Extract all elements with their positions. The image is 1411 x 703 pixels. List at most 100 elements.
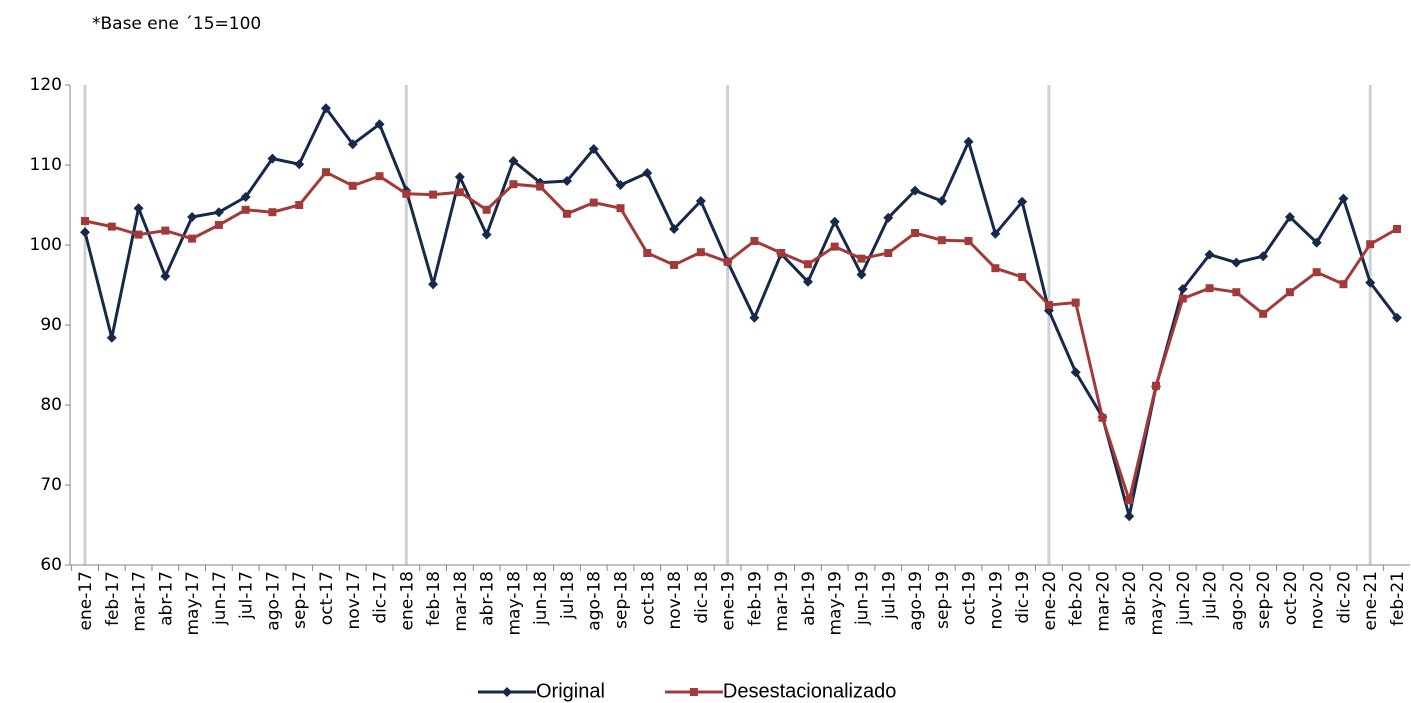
legend-item: Desestacionalizado bbox=[664, 680, 896, 702]
point bbox=[402, 189, 411, 198]
point bbox=[963, 136, 974, 147]
x-tick-label: abr-17 bbox=[156, 571, 176, 626]
legend-label: Desestacionalizado bbox=[723, 680, 896, 702]
x-tick-label: feb-18 bbox=[424, 571, 444, 626]
point bbox=[669, 224, 680, 234]
point bbox=[1312, 268, 1321, 277]
point bbox=[133, 203, 144, 214]
y-tick-label: 70 bbox=[40, 475, 62, 495]
point bbox=[1339, 280, 1348, 289]
point bbox=[1205, 284, 1214, 293]
point bbox=[161, 226, 170, 235]
point bbox=[374, 119, 385, 130]
point bbox=[321, 168, 330, 177]
x-tick-label: abr-19 bbox=[799, 571, 819, 626]
x-tick-label: may-19 bbox=[826, 571, 846, 636]
x-tick-label: jun-19 bbox=[852, 571, 872, 626]
point bbox=[777, 249, 786, 257]
point bbox=[588, 144, 599, 154]
point bbox=[1365, 277, 1376, 288]
point bbox=[1284, 212, 1295, 222]
x-tick-label: ene-18 bbox=[397, 571, 417, 630]
point bbox=[80, 227, 90, 238]
point bbox=[481, 229, 492, 240]
y-tick-label: 120 bbox=[30, 75, 62, 95]
x-tick-label: may-20 bbox=[1147, 571, 1167, 636]
point bbox=[643, 249, 652, 257]
x-tick-label: oct-18 bbox=[638, 571, 658, 625]
point bbox=[1177, 284, 1188, 294]
point bbox=[689, 688, 698, 696]
point bbox=[502, 687, 512, 697]
point bbox=[1231, 257, 1242, 268]
x-tick-label: nov-19 bbox=[986, 571, 1006, 630]
point bbox=[642, 168, 653, 178]
x-tick-label: jun-17 bbox=[210, 571, 230, 626]
x-tick-label: jul-17 bbox=[237, 571, 257, 620]
point bbox=[188, 234, 197, 243]
point bbox=[1125, 496, 1134, 505]
x-tick-label: jun-20 bbox=[1174, 571, 1194, 626]
point bbox=[615, 180, 626, 190]
point bbox=[1311, 237, 1322, 248]
x-tick-label: sep-20 bbox=[1254, 571, 1274, 629]
point bbox=[589, 198, 598, 207]
x-tick-label: abr-20 bbox=[1120, 571, 1140, 626]
point bbox=[375, 172, 384, 181]
y-tick-label: 60 bbox=[40, 555, 62, 575]
point bbox=[536, 182, 545, 191]
point bbox=[134, 230, 143, 239]
x-tick-label: ene-21 bbox=[1361, 571, 1381, 630]
y-tick-label: 90 bbox=[40, 315, 62, 335]
point bbox=[81, 217, 89, 225]
point bbox=[749, 312, 760, 323]
point bbox=[883, 212, 894, 223]
point bbox=[509, 180, 518, 189]
x-tick-label: oct-20 bbox=[1281, 571, 1301, 625]
x-tick-label: mar-18 bbox=[451, 571, 471, 632]
point bbox=[695, 196, 706, 206]
point bbox=[187, 212, 198, 222]
point bbox=[1259, 309, 1268, 318]
point bbox=[508, 156, 519, 166]
point bbox=[1017, 196, 1028, 207]
x-tick-label: sep-18 bbox=[612, 571, 632, 629]
point bbox=[1204, 249, 1215, 260]
chart-subtitle: *Base ene ´15=100 bbox=[92, 14, 261, 34]
point bbox=[214, 221, 223, 229]
x-tick-label: jul-19 bbox=[879, 571, 899, 620]
point bbox=[107, 222, 116, 231]
x-tick-label: mar-17 bbox=[130, 571, 150, 632]
point bbox=[884, 249, 893, 257]
y-tick-label: 100 bbox=[30, 235, 62, 255]
series-line bbox=[84, 170, 1398, 506]
point bbox=[990, 228, 1001, 239]
x-tick-label: feb-21 bbox=[1388, 571, 1408, 626]
point bbox=[268, 208, 277, 217]
y-tick-label: 80 bbox=[40, 395, 62, 415]
x-tick-label: may-17 bbox=[183, 571, 203, 636]
point bbox=[750, 237, 759, 245]
point bbox=[829, 216, 840, 227]
x-tick-label: feb-19 bbox=[745, 571, 765, 626]
x-tick-label: oct-17 bbox=[317, 571, 337, 625]
point bbox=[1018, 273, 1027, 281]
point bbox=[1070, 367, 1081, 378]
point bbox=[723, 257, 732, 266]
point bbox=[428, 279, 439, 290]
x-tick-label: ene-20 bbox=[1040, 571, 1060, 630]
x-tick-label: ago-17 bbox=[263, 571, 283, 631]
x-tick-label: sep-19 bbox=[933, 571, 953, 629]
point bbox=[803, 260, 812, 269]
point bbox=[213, 207, 224, 218]
point bbox=[1338, 193, 1349, 204]
point bbox=[1393, 225, 1401, 233]
x-tick-label: dic-19 bbox=[1013, 571, 1033, 624]
x-tick-label: abr-18 bbox=[478, 571, 498, 626]
x-tick-label: ago-19 bbox=[906, 571, 926, 631]
point bbox=[454, 172, 465, 182]
x-tick-label: oct-19 bbox=[960, 571, 980, 625]
point bbox=[294, 159, 305, 170]
x-tick-label: dic-20 bbox=[1334, 571, 1354, 624]
y-tick-label: 110 bbox=[30, 155, 62, 175]
